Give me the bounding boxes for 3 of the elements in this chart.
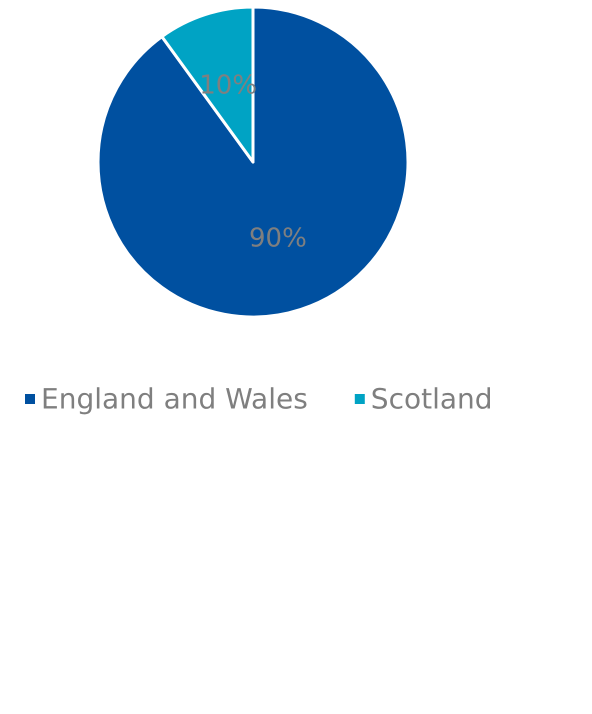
legend-label: England and Wales	[41, 382, 308, 416]
data-label: 90%	[248, 224, 307, 254]
legend-label: Scotland	[370, 382, 493, 416]
